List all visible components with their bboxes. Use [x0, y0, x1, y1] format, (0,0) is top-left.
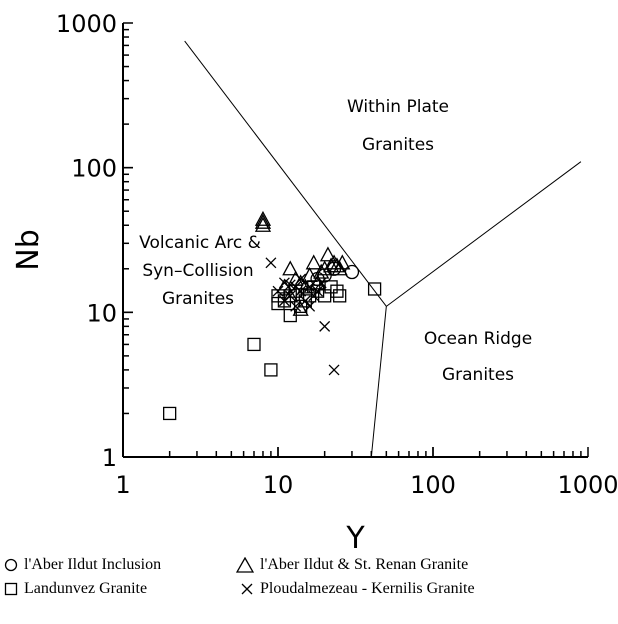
square-icon: [4, 582, 18, 596]
point-landunvez: [307, 280, 321, 294]
point-ploudalmezeau: [278, 277, 290, 289]
point-ploudalmezeau: [290, 300, 302, 312]
legend-label: Ploudalmezeau - Kernilis Granite: [260, 580, 475, 597]
boundary-line: [386, 161, 582, 307]
legend-label: Landunvez Granite: [24, 580, 148, 597]
tick-labels: 1 10 100 1000 1 10 100 1000: [56, 10, 618, 499]
region-label: Syn–Collision: [142, 261, 253, 281]
point-ploudalmezeau: [265, 257, 277, 269]
point-renan-granite: [254, 210, 272, 226]
point-inclusion: [344, 264, 360, 280]
x-tick-label: 1000: [557, 471, 618, 499]
y-tick-label: 1000: [56, 10, 117, 38]
point-ploudalmezeau: [319, 320, 331, 332]
point-landunvez: [163, 406, 177, 421]
point-landunvez: [330, 284, 344, 298]
point-ploudalmezeau: [284, 279, 296, 291]
point-ploudalmezeau: [299, 295, 311, 307]
boundary-line: [184, 40, 387, 307]
y-axis-title: Nb: [11, 229, 46, 270]
point-renan-granite: [254, 216, 272, 232]
point-landunvez: [298, 294, 312, 308]
point-renan-granite: [319, 246, 337, 262]
point-landunvez: [302, 289, 317, 303]
point-ploudalmezeau: [295, 273, 307, 285]
legend-item-renan-granite: l'Aber Ildut & St. Renan Granite: [236, 556, 468, 574]
point-landunvez: [271, 289, 285, 303]
x-tick-label: 100: [410, 471, 456, 499]
point-renan-granite: [334, 254, 351, 270]
legend-item-ploudalmezeau: Ploudalmezeau - Kernilis Granite: [240, 580, 475, 598]
point-ploudalmezeau: [272, 285, 284, 297]
point-ploudalmezeau: [315, 277, 327, 289]
triangle-icon: [236, 557, 254, 573]
region-label: Granites: [162, 289, 234, 309]
region-label: Granites: [442, 365, 514, 385]
y-tick-label: 1: [102, 444, 117, 472]
region-label: Within Plate: [347, 97, 449, 117]
point-renan-granite: [325, 254, 343, 270]
region-label: Ocean Ridge: [424, 329, 532, 349]
region-label: Granites: [362, 135, 434, 155]
point-ploudalmezeau: [328, 364, 340, 376]
x-tick-label: 10: [263, 471, 294, 499]
point-landunvez: [367, 282, 382, 296]
point-renan-granite: [305, 254, 322, 270]
y-tick-label: 100: [71, 155, 117, 183]
point-landunvez: [289, 284, 303, 298]
boundary-line: [370, 306, 387, 458]
point-landunvez: [310, 284, 325, 298]
point-ploudalmezeau: [304, 281, 316, 293]
x-axis-title: Y: [345, 521, 365, 556]
circle-icon: [4, 558, 18, 572]
legend-item-inclusion: l'Aber Ildut Inclusion: [4, 556, 161, 574]
legend-item-landunvez: Landunvez Granite: [4, 580, 147, 598]
point-renan-granite: [292, 300, 309, 316]
point-renan-granite: [282, 260, 299, 276]
legend: l'Aber Ildut Inclusion l'Aber Ildut & St…: [0, 556, 618, 624]
data-points: [163, 210, 382, 421]
point-landunvez: [333, 289, 347, 303]
point-ploudalmezeau: [304, 300, 316, 312]
legend-label: l'Aber Ildut Inclusion: [24, 556, 162, 573]
region-label: Volcanic Arc &: [139, 233, 261, 253]
point-landunvez: [247, 337, 261, 352]
point-ploudalmezeau: [295, 285, 307, 297]
legend-label: l'Aber Ildut & St. Renan Granite: [260, 556, 469, 573]
region-labels: Within Plate Granites Volcanic Arc & Syn–Co…: [139, 97, 532, 385]
chart-svg: 1 10 100 1000 1 10 100 1000 Y Nb Within Plate Gr…: [11, 10, 618, 556]
point-landunvez: [283, 308, 297, 323]
point-ploudalmezeau: [278, 295, 290, 307]
boundary-lines: [184, 40, 582, 458]
point-renan-granite: [328, 257, 346, 273]
x-mark-icon: [241, 583, 253, 595]
point-landunvez: [264, 363, 278, 377]
x-tick-label: 1: [115, 471, 130, 499]
point-ploudalmezeau: [312, 285, 324, 297]
y-tick-label: 10: [86, 299, 117, 327]
point-renan-granite: [254, 213, 272, 229]
